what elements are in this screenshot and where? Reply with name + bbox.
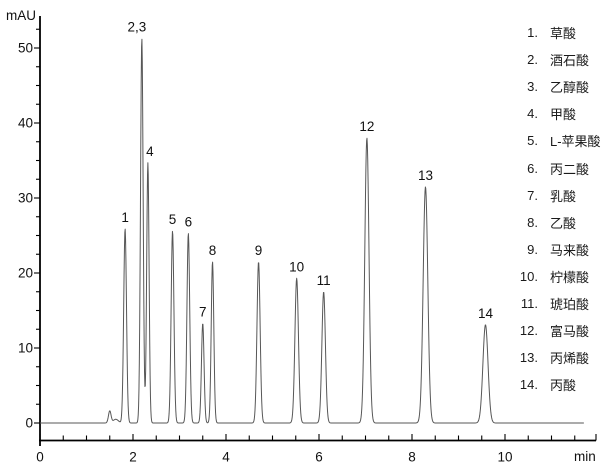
x-axis-unit-label: min — [574, 449, 596, 464]
legend-item-number: 8. — [527, 214, 538, 230]
peak-label-8: 8 — [209, 243, 217, 258]
peak-label-4: 4 — [146, 144, 154, 159]
legend-item-number: 14. — [519, 377, 538, 393]
legend-item-number: 10. — [519, 268, 538, 284]
peak-label-11: 11 — [317, 273, 331, 288]
y-tick-label: 20 — [18, 266, 33, 281]
peak-label-12: 12 — [359, 119, 374, 134]
legend-item: 3. 乙醇酸 — [504, 73, 604, 100]
x-tick-label: 4 — [222, 450, 230, 465]
legend-item: 2. 酒石酸 — [504, 46, 604, 73]
legend-item: 14. 丙酸 — [504, 371, 604, 398]
legend-item-number: 6. — [527, 160, 538, 176]
peak-label-5: 5 — [169, 212, 177, 227]
legend-item-name: 丙二酸 — [550, 161, 590, 177]
legend-item-name: 酒石酸 — [550, 53, 590, 69]
legend-item-name: 乳酸 — [550, 188, 577, 204]
peak-label-10: 10 — [289, 259, 304, 274]
legend-item-name: L-苹果酸 — [550, 134, 601, 150]
peak-label-9: 9 — [255, 243, 263, 258]
x-tick-label: 8 — [408, 450, 416, 465]
legend-item-number: 13. — [519, 350, 538, 366]
legend-item-name: 甲酸 — [550, 107, 577, 123]
legend-item-number: 9. — [527, 241, 538, 257]
legend-item-name: 琥珀酸 — [550, 296, 590, 312]
legend-item-number: 12. — [519, 323, 538, 339]
compound-legend: 1. 草酸 2. 酒石酸 3. 乙醇酸 4. 甲酸 5. L-苹果酸 6. 丙二酸 7. 乳酸 8. 乙酸 9.… — [504, 19, 604, 398]
legend-item: 9. 马来酸 — [504, 236, 604, 263]
y-tick-label: 50 — [18, 41, 33, 56]
x-tick-label: 0 — [36, 450, 44, 465]
peak-label-2,3: 2,3 — [127, 19, 146, 34]
x-tick-label: 6 — [315, 450, 323, 465]
legend-item: 6. 丙二酸 — [504, 154, 604, 181]
legend-item-name: 乙醇酸 — [550, 80, 590, 96]
x-tick-label: 2 — [129, 450, 137, 465]
legend-item-number: 5. — [527, 133, 538, 149]
legend-item-name: 丙烯酸 — [550, 351, 590, 367]
legend-item-name: 富马酸 — [550, 324, 590, 340]
legend-item: 5. L-苹果酸 — [504, 127, 604, 154]
legend-item-name: 丙酸 — [550, 378, 577, 394]
legend-item-name: 马来酸 — [550, 242, 590, 258]
y-tick-label: 30 — [18, 191, 33, 206]
legend-item-number: 3. — [527, 79, 538, 95]
legend-item-number: 7. — [527, 187, 538, 203]
chromatogram-trace — [39, 38, 584, 424]
y-tick-label: 10 — [18, 341, 33, 356]
legend-item-name: 草酸 — [550, 26, 577, 42]
y-tick-label: 40 — [18, 116, 33, 131]
legend-item: 13. 丙烯酸 — [504, 344, 604, 371]
legend-item: 8. 乙酸 — [504, 209, 604, 236]
y-tick-label: 0 — [25, 416, 33, 431]
legend-item-number: 11. — [520, 295, 538, 311]
legend-item-number: 2. — [527, 52, 538, 68]
legend-item-name: 柠檬酸 — [550, 269, 590, 285]
legend-item-number: 4. — [527, 106, 538, 122]
peak-label-14: 14 — [478, 306, 494, 321]
legend-item-name: 乙酸 — [550, 215, 577, 231]
legend-item: 11. 琥珀酸 — [504, 290, 604, 317]
peak-label-6: 6 — [185, 214, 193, 229]
y-axis-unit-label: mAU — [6, 8, 36, 23]
legend-item: 7. 乳酸 — [504, 182, 604, 209]
x-tick-label: 10 — [497, 450, 512, 465]
legend-item: 10. 柠檬酸 — [504, 263, 604, 290]
legend-item-number: 1. — [527, 25, 538, 41]
legend-item: 4. 甲酸 — [504, 100, 604, 127]
peak-label-7: 7 — [199, 304, 207, 319]
legend-item: 1. 草酸 — [504, 19, 604, 46]
legend-item: 12. 富马酸 — [504, 317, 604, 344]
peak-label-1: 1 — [121, 210, 129, 225]
peak-label-13: 13 — [418, 168, 433, 183]
